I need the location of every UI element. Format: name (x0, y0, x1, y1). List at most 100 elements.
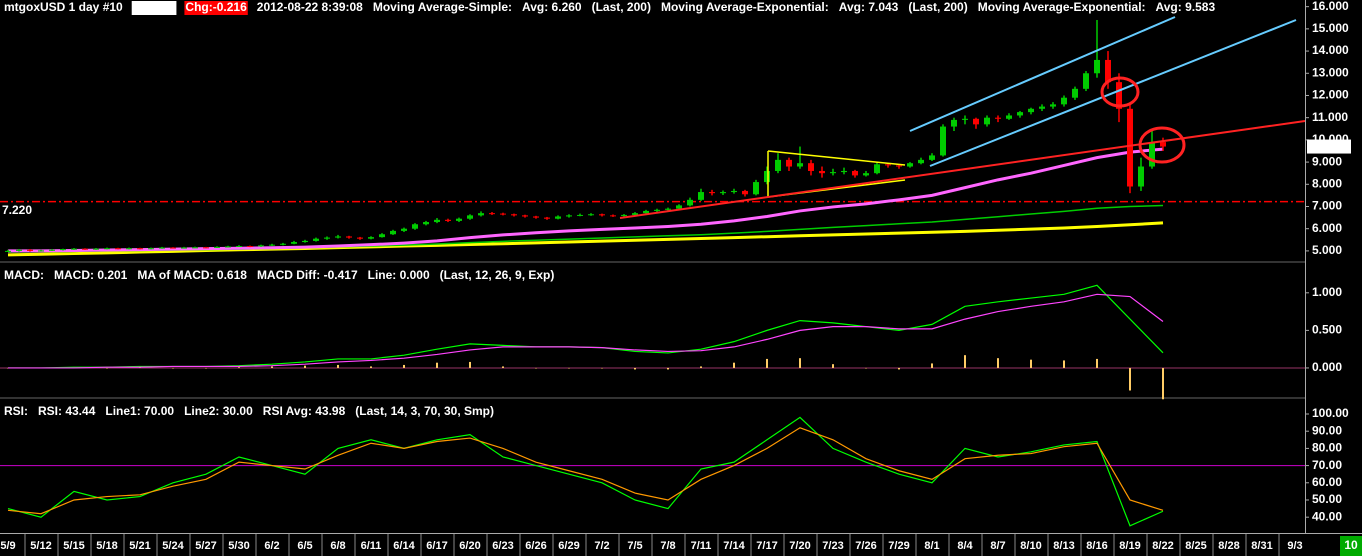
reference-label: 7.220 (2, 203, 32, 217)
candle-body (698, 192, 704, 200)
histogram-bar (634, 367, 636, 370)
indicator-line (7, 427, 1164, 515)
candle-body (962, 118, 968, 120)
y-tick-label: 5.000 (1312, 243, 1342, 257)
panel-label: RSI: (4, 404, 28, 418)
candle-body (93, 248, 99, 250)
candle-body (588, 214, 594, 216)
candle-body (808, 163, 814, 171)
x-tick-label: 6/26 (525, 540, 546, 552)
panel-label: MA of MACD: 0.618 (137, 268, 247, 282)
histogram-bar (1129, 367, 1131, 391)
histogram-bar (370, 366, 372, 368)
x-tick-label: 6/29 (558, 540, 579, 552)
x-tick-label: 8/7 (990, 540, 1005, 552)
candle-body (192, 247, 198, 249)
panel-label: (Last, 200) (908, 0, 967, 14)
candle-body (874, 164, 880, 174)
histogram-bar (436, 362, 438, 368)
y-tick-label: 1.000 (1312, 285, 1342, 299)
x-tick-label: 8/22 (1152, 540, 1173, 552)
highlight-circle (1100, 76, 1140, 108)
candle-body (302, 240, 308, 243)
x-tick-label: 5/18 (96, 540, 117, 552)
panel-label: Avg: 6.260 (522, 0, 582, 14)
candle-body (5, 250, 11, 252)
x-tick-label: 8/31 (1251, 540, 1272, 552)
panel-label: 2012-08-22 8:39:08 (257, 0, 363, 14)
candle-body (203, 247, 209, 249)
y-tick-label: 11.000 (1312, 110, 1348, 124)
y-tick-label: 9.000 (1312, 154, 1342, 168)
trend-line (619, 120, 1306, 219)
candle-body (434, 219, 440, 223)
histogram-bar (733, 362, 735, 368)
histogram-bar (469, 361, 471, 368)
candle-body (555, 216, 561, 219)
panel-label: (Last, 200) (592, 0, 651, 14)
candle-body (863, 173, 869, 176)
panel-label: MACD: (4, 268, 44, 282)
histogram-bar (172, 367, 174, 369)
panel-label: C:9.700 (133, 0, 176, 14)
channel-line (929, 19, 1297, 167)
drawings (619, 16, 1306, 219)
candle-body (1017, 112, 1023, 116)
y-tick-label: 100.00 (1312, 406, 1349, 420)
histogram-bar (832, 364, 834, 368)
candle-body (390, 230, 396, 235)
candle-body (313, 238, 319, 241)
panel-label: Moving Average-Exponential: (978, 0, 1146, 14)
x-tick-label: 8/13 (1053, 540, 1074, 552)
candle-body (929, 155, 935, 160)
candle-body (830, 172, 836, 174)
y-tick-label: 0.000 (1312, 360, 1342, 374)
y-tick-label: 16.000 (1312, 0, 1349, 13)
candle-body (753, 182, 759, 195)
x-tick-label: 6/23 (492, 540, 513, 552)
candle-body (357, 237, 363, 239)
histogram-bar (667, 367, 669, 370)
x-tick-label: 6/8 (330, 540, 345, 552)
candle-body (170, 247, 176, 249)
panel-label: Chg:-0.216 (185, 0, 247, 14)
candle-body (1072, 88, 1078, 98)
histogram-bar (337, 364, 339, 368)
x-tick-label: 7/29 (888, 540, 909, 552)
candle-body (280, 243, 286, 245)
candle-body (819, 170, 825, 174)
y-tick-label: 7.000 (1312, 199, 1342, 213)
x-tick-label: 8/16 (1086, 540, 1107, 552)
x-tick-label: 7/26 (855, 540, 876, 552)
candle-body (60, 249, 66, 251)
candle-body (720, 192, 726, 194)
candle-body (907, 163, 913, 167)
candle-body (1116, 82, 1122, 109)
candle-body (115, 248, 121, 250)
candle-body (247, 246, 253, 248)
y-tick-label: 0.500 (1312, 323, 1342, 337)
x-tick-label: 8/19 (1119, 540, 1140, 552)
candle-body (445, 219, 451, 221)
histogram-bar (271, 366, 273, 368)
candle-body (896, 165, 902, 167)
x-tick-label: 6/2 (264, 540, 279, 552)
candle-body (764, 170, 770, 183)
panel-label: Avg: 9.583 (1156, 0, 1216, 14)
candle-body (621, 214, 627, 216)
histogram-bar (865, 367, 867, 369)
candle-body (1094, 59, 1100, 74)
candle-body (258, 245, 264, 247)
candle-body (1039, 106, 1045, 109)
panel-label: RSI Avg: 43.98 (263, 404, 346, 418)
candle-body (467, 215, 473, 219)
candle-body (1160, 142, 1166, 147)
candle-body (995, 117, 1001, 119)
candle-body (159, 247, 165, 249)
y-tick-label: 40.00 (1312, 509, 1342, 523)
candle-body (577, 214, 583, 216)
candle-body (599, 214, 605, 216)
candle-body (676, 205, 682, 209)
x-tick-label: 7/8 (660, 540, 675, 552)
